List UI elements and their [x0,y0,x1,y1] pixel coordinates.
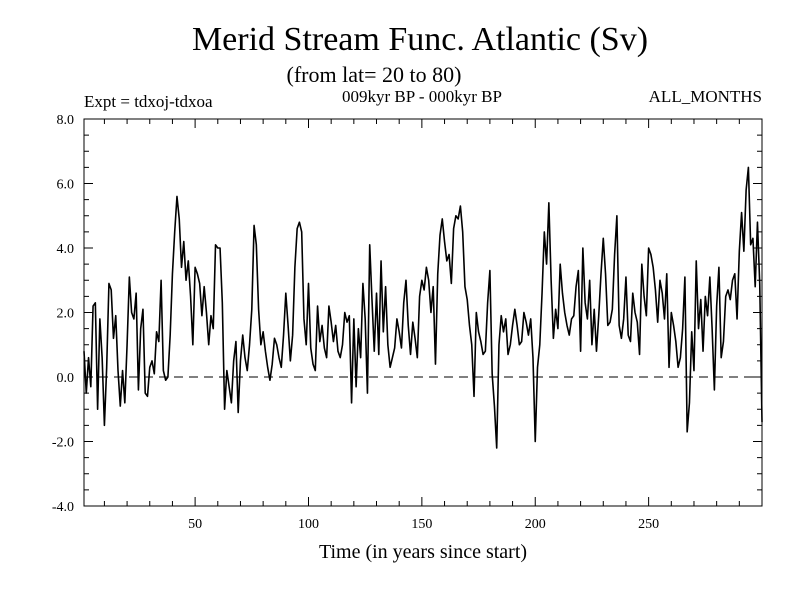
y-tick-label: 2.0 [57,307,75,322]
x-axis-label: Time (in years since start) [319,541,527,563]
chart-subtitle: (from lat= 20 to 80) [287,62,462,87]
experiment-label: Expt = tdxoj-tdxoa [84,92,213,111]
x-tick-label: 150 [411,517,432,532]
y-tick-label: 0.0 [57,371,75,386]
y-tick-label: 8.0 [57,113,75,128]
x-tick-label: 100 [298,517,319,532]
plot-area: -4.0 -2.0 0.0 2.0 4.0 6.0 8.0 50 100 150 200 250 [52,113,763,532]
series-line [83,166,763,449]
y-tick-label: 6.0 [57,178,75,193]
y-tick-label: -2.0 [52,436,74,451]
x-tick-label: 50 [188,517,202,532]
chart-title: Merid Stream Func. Atlantic (Sv) [192,21,648,58]
period-label: 009kyr BP - 000kyr BP [342,87,502,106]
months-label: ALL_MONTHS [649,87,762,106]
y-tick-label: -4.0 [52,500,74,515]
x-tick-label: 250 [638,517,659,532]
y-tick-label: 4.0 [57,242,75,257]
plot-frame [83,118,763,507]
x-tick-label: 200 [525,517,546,532]
